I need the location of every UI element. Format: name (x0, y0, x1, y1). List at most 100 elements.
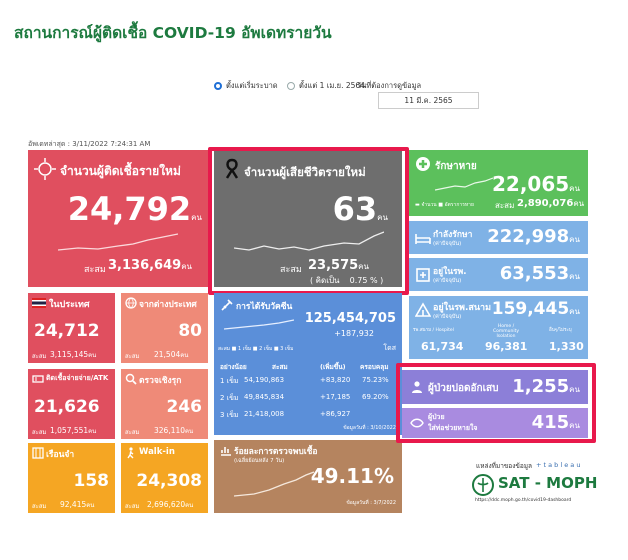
cum-text: 326,110 (154, 426, 186, 435)
recovered-value: 22,065คน (492, 172, 580, 196)
card-title: จากต่างประเทศ (139, 300, 197, 310)
test-kit-icon (32, 375, 44, 383)
cum-text: 2,696,620 (147, 500, 186, 509)
unit-text: คน (569, 421, 580, 430)
value-text: 63,553 (499, 263, 570, 284)
radio-on-icon (214, 82, 222, 90)
death-rate: ( คิดเป็น 0.75 % ) (310, 274, 383, 287)
cum-text: 3,115,145 (50, 350, 89, 359)
col-header: Home / Community Isolation (492, 324, 520, 339)
vaccine-legend: สะสม ■ 1 เข็ม ■ 2 เข็ม ■ 3 เข็ม (218, 346, 294, 352)
positivity-as-of: ข้อมูลวันที่ : 3/7/2022 (346, 500, 396, 506)
walkin-value: 24,308 (136, 471, 202, 491)
unit-text: คน (569, 235, 580, 244)
card-subtitle: (ค่าปัจจุบัน) (433, 278, 462, 284)
bed-icon (415, 234, 431, 244)
positivity-card: ร้อยละการตรวจพบเชื้อ (เฉลี่ยย้อนหลัง 7 ว… (214, 440, 402, 513)
unit-text: คน (185, 502, 194, 509)
hospital-icon (416, 268, 430, 282)
card-title: อยู่ในรพ. (433, 267, 467, 277)
new-cases-value: 24,792คน (68, 190, 202, 228)
positivity-value: 49.11% (310, 464, 394, 488)
cum-label: สะสม (32, 353, 47, 360)
cases-trend-line (58, 233, 178, 251)
new-deaths-value: 63คน (333, 190, 388, 228)
value-text: 24,792 (67, 190, 192, 228)
plus-icon (416, 157, 430, 171)
cum-value: 3,136,649คน (108, 258, 192, 273)
vaccine-header: สะสม (272, 363, 288, 371)
vaccine-trend-line (224, 319, 294, 330)
radio-since-outbreak[interactable]: ตั้งแต่เริ่มระบาด (214, 80, 278, 92)
cum-value: 2,696,620คน (147, 500, 193, 510)
cum-label: สะสม (280, 265, 302, 275)
source-url[interactable]: https://ddc.moph.go.th/covid19-dashboard (475, 498, 572, 503)
cum-value: 21,504คน (154, 350, 188, 360)
walking-icon (127, 447, 134, 459)
unit-text: คน (88, 428, 97, 435)
proactive-card: ตรวจเชิงรุก 246 สะสม 326,110คน (121, 369, 208, 439)
domestic-value: 24,712 (34, 321, 100, 341)
date-picker[interactable]: 11 มี.ค. 2565 (378, 92, 479, 109)
ventilator-value: 415คน (532, 412, 580, 433)
vaccine-cell: +86,927 (320, 410, 351, 418)
imported-value: 80 (178, 321, 202, 341)
card-title: การได้รับวัคซีน (236, 302, 293, 312)
cum-label: สะสม (125, 353, 140, 360)
page-title: สถานการณ์ผู้ติดเชื้อ COVID-19 อัพเดทรายว… (14, 24, 332, 42)
tent-icon (415, 302, 431, 317)
highlight-box-severe (396, 363, 596, 443)
vaccine-as-of: ข้อมูลวันที่ : 3/10/2022 (343, 425, 396, 431)
cum-value: 23,575คน (308, 258, 369, 273)
in-hospital-value: 63,553คน (500, 263, 580, 284)
card-subtitle: (ค่าปัจจุบัน) (433, 314, 462, 320)
cum-value: 1,057,551คน (50, 426, 96, 436)
vaccine-cell: 75.23% (362, 376, 389, 384)
card-title: Walk-in (139, 447, 175, 457)
in-hospital-card: อยู่ในรพ. (ค่าปัจจุบัน) 63,553คน (409, 258, 588, 291)
prison-value: 158 (73, 471, 110, 491)
unit-text: คน (185, 428, 194, 435)
cum-text: 1,057,551 (50, 426, 89, 435)
cum-value: 3,115,145คน (50, 350, 96, 360)
unit-text: คน (88, 352, 97, 359)
unit-text: คน (569, 385, 580, 394)
patient-icon (412, 381, 422, 393)
card-subtitle: (ค่าปัจจุบัน) (433, 241, 462, 247)
globe-icon (125, 297, 137, 309)
pct-value: 0.75 (349, 276, 368, 285)
vaccine-cell: 69.20% (362, 393, 389, 401)
legend-b: อัตราการหาย (444, 202, 474, 208)
chart-icon (221, 447, 231, 456)
date-label: วันที่ต้องการดูข้อมูล (357, 81, 422, 90)
virus-icon (34, 158, 56, 180)
vaccine-header: อย่างน้อย (220, 363, 247, 371)
last-updated: อัพเดทล่าสุด : 3/11/2022 7:24:31 AM (28, 140, 151, 148)
value-text: 415 (531, 412, 570, 433)
card-title: กำลังรักษา (433, 230, 473, 240)
card-title: ติดเชื้อจ่ายจ่าย/ATK (46, 374, 109, 382)
atk-card: ติดเชื้อจ่ายจ่าย/ATK 21,626 สะสม 1,057,5… (28, 369, 115, 439)
value-text: 1,255 (512, 376, 570, 397)
sat-moph-logo: SAT - MOPH (498, 474, 598, 492)
radio-since-april[interactable]: ตั้งแต่ 1 เม.ย. 2564 (287, 80, 365, 92)
card-title: อยู่ในรพ.สนาม (433, 303, 492, 313)
proactive-value: 246 (166, 397, 203, 417)
positivity-trend-line (234, 471, 314, 497)
col-header: รพ.สนาม / Hospitel (413, 328, 454, 333)
vaccine-cell: +17,185 (320, 393, 351, 401)
card-subtitle: (เฉลี่ยย้อนหลัง 7 วัน) (234, 458, 285, 464)
vaccine-cell: 49,845,834 (244, 393, 285, 401)
unit-text: คน (358, 262, 369, 271)
cum-text: 92,415 (60, 500, 87, 509)
recovered-trend-line (435, 177, 493, 191)
vaccine-header: ครอบคลุม (360, 363, 389, 371)
thai-flag-icon (32, 298, 46, 308)
cum-value: 2,890,076คน (517, 197, 584, 210)
radio-off-icon (287, 82, 295, 90)
unit-text: คน (191, 213, 202, 222)
vaccine-cell: 1 เข็ม (220, 377, 239, 385)
unit-text: คน (569, 184, 580, 193)
vaccine-cell: +83,820 (320, 376, 351, 384)
